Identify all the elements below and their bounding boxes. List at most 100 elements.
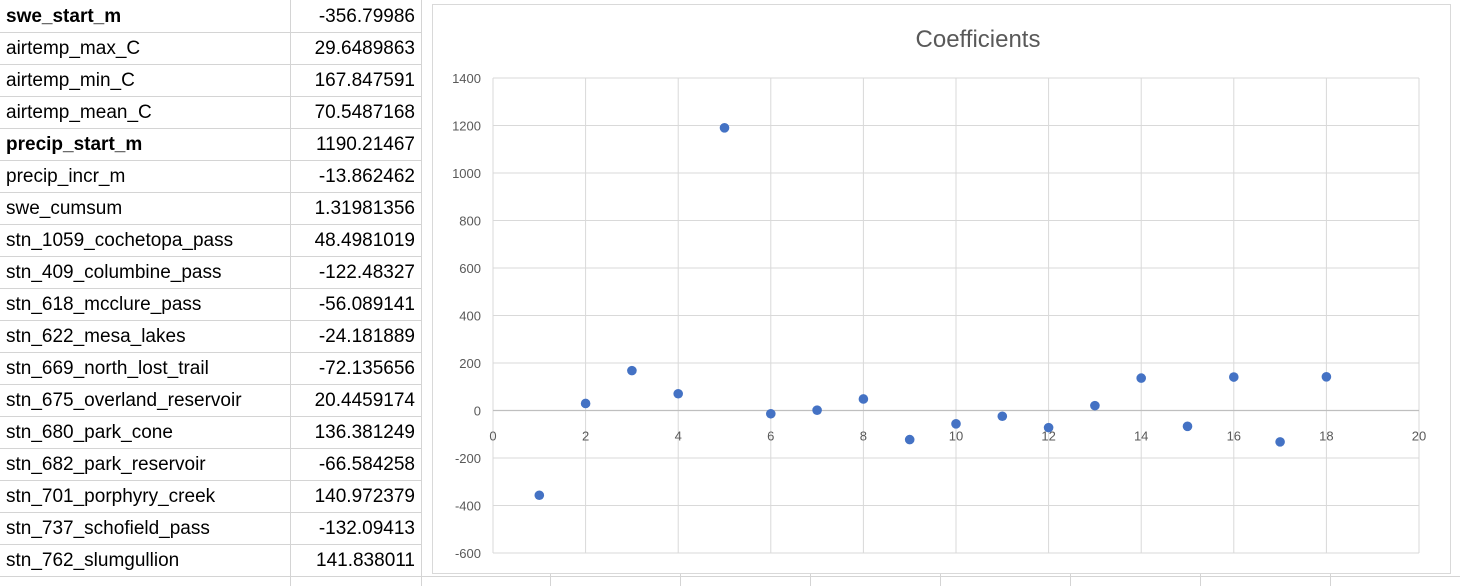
cell-coefficient-value[interactable]: 29.6489863 — [314, 38, 415, 59]
column-divider — [810, 574, 811, 586]
cell-variable-name[interactable]: stn_669_north_lost_trail — [6, 358, 209, 379]
data-point — [766, 408, 776, 419]
row-divider — [0, 576, 421, 577]
cell-variable-name[interactable]: airtemp_max_C — [6, 38, 141, 59]
cell-coefficient-value[interactable]: -122.48327 — [318, 262, 415, 283]
data-point — [1136, 373, 1146, 383]
cell-variable-name[interactable]: stn_409_columbine_pass — [6, 262, 222, 283]
cell-coefficient-value[interactable]: 1.31981356 — [314, 198, 415, 219]
row-divider — [0, 384, 421, 385]
row-divider — [0, 480, 421, 481]
x-tick-label: 8 — [860, 429, 867, 444]
column-divider — [550, 574, 551, 586]
cell-coefficient-value[interactable]: -356.79986 — [318, 6, 415, 27]
cell-variable-name[interactable]: stn_675_overland_reservoir — [6, 390, 242, 411]
cell-variable-name[interactable]: precip_start_m — [6, 134, 143, 155]
cell-coefficient-value[interactable]: -72.135656 — [318, 358, 415, 379]
y-tick-label: 1400 — [452, 71, 481, 86]
cell-variable-name[interactable]: stn_622_mesa_lakes — [6, 326, 186, 347]
data-point — [1182, 421, 1193, 432]
data-point — [858, 394, 869, 404]
column-divider — [940, 574, 941, 586]
column-divider — [680, 574, 681, 586]
column-divider — [1200, 574, 1201, 586]
data-point — [719, 123, 730, 133]
cell-variable-name[interactable]: stn_618_mcclure_pass — [6, 294, 202, 315]
row-divider — [0, 320, 421, 321]
cell-variable-name[interactable]: stn_762_slumgullion — [6, 550, 180, 571]
cell-coefficient-value[interactable]: 1190.21467 — [316, 134, 415, 155]
cell-variable-name[interactable]: stn_682_park_reservoir — [6, 454, 206, 475]
column-divider — [290, 0, 291, 586]
x-tick-label: 20 — [1412, 429, 1426, 444]
cell-coefficient-value[interactable]: -13.862462 — [318, 166, 415, 187]
data-point — [1321, 372, 1332, 382]
data-point — [1275, 437, 1285, 447]
data-point — [812, 405, 822, 415]
coefficients-chart[interactable]: Coefficients -600 -400 -200 0 200 400 600 800 100… — [432, 4, 1451, 574]
data-point — [951, 419, 961, 429]
row-divider — [0, 288, 421, 289]
column-divider — [1070, 574, 1071, 586]
cell-variable-name[interactable]: airtemp_min_C — [6, 70, 135, 91]
row-divider — [421, 576, 1460, 577]
data-point — [534, 490, 545, 501]
data-point — [627, 365, 637, 376]
y-tick-label: 800 — [459, 214, 481, 229]
cell-variable-name[interactable]: swe_cumsum — [6, 198, 123, 219]
cell-variable-name[interactable]: swe_start_m — [6, 6, 122, 27]
row-divider — [0, 128, 421, 129]
row-divider — [0, 192, 421, 193]
x-tick-label: 10 — [949, 429, 963, 444]
y-tick-label: 600 — [459, 261, 481, 276]
row-divider — [0, 544, 421, 545]
y-tick-label: -200 — [455, 451, 481, 466]
data-point — [1229, 372, 1239, 382]
cell-coefficient-value[interactable]: -24.181889 — [318, 326, 415, 347]
x-tick-label: 12 — [1041, 429, 1055, 444]
x-tick-label: 2 — [582, 429, 589, 444]
x-tick-label: 4 — [675, 429, 682, 444]
cell-coefficient-value[interactable]: -66.584258 — [318, 454, 415, 475]
y-tick-label: 200 — [459, 356, 481, 371]
y-tick-label: -400 — [455, 499, 481, 514]
cell-coefficient-value[interactable]: 141.838011 — [316, 550, 415, 571]
cell-coefficient-value[interactable]: -132.09413 — [318, 518, 415, 539]
x-tick-label: 18 — [1319, 429, 1333, 444]
cell-variable-name[interactable]: airtemp_mean_C — [6, 102, 152, 123]
cell-coefficient-value[interactable]: 140.972379 — [314, 486, 415, 507]
column-divider — [421, 0, 422, 586]
cell-variable-name[interactable]: stn_680_park_cone — [6, 422, 173, 443]
cell-coefficient-value[interactable]: -56.089141 — [318, 294, 415, 315]
y-tick-label: 1200 — [452, 119, 481, 134]
row-divider — [0, 352, 421, 353]
cell-variable-name[interactable]: stn_1059_cochetopa_pass — [6, 230, 234, 251]
y-tick-label: 1000 — [452, 166, 481, 181]
cell-coefficient-value[interactable]: 20.4459174 — [314, 390, 415, 411]
row-divider — [0, 32, 421, 33]
cell-variable-name[interactable]: precip_incr_m — [6, 166, 126, 187]
cell-variable-name[interactable]: stn_701_porphyry_creek — [6, 486, 216, 507]
x-tick-label: 14 — [1134, 429, 1148, 444]
row-divider — [0, 416, 421, 417]
data-point — [673, 388, 683, 399]
chart-svg: Coefficients -600 -400 -200 0 200 400 600 800 100… — [452, 26, 1426, 561]
row-divider — [0, 160, 421, 161]
y-tick-label: 400 — [459, 309, 481, 324]
x-tick-label: 6 — [767, 429, 774, 444]
y-tick-label: -600 — [455, 546, 481, 561]
data-point — [1043, 422, 1054, 433]
row-divider — [0, 448, 421, 449]
cell-coefficient-value[interactable]: 70.5487168 — [314, 102, 415, 123]
cell-coefficient-value[interactable]: 48.4981019 — [314, 230, 415, 251]
cell-coefficient-value[interactable]: 167.847591 — [314, 70, 415, 91]
chart-title: Coefficients — [916, 26, 1041, 53]
data-point — [997, 411, 1008, 422]
x-tick-label: 0 — [489, 429, 496, 444]
row-divider — [0, 256, 421, 257]
column-divider — [1330, 574, 1331, 586]
cell-variable-name[interactable]: stn_737_schofield_pass — [6, 518, 210, 539]
cell-coefficient-value[interactable]: 136.381249 — [314, 422, 415, 443]
row-divider — [0, 64, 421, 65]
